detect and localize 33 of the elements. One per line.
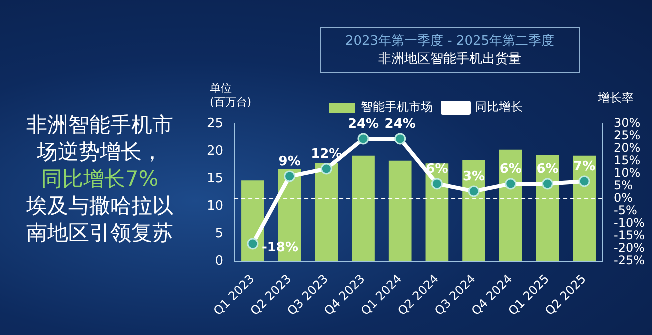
y-tick-label: 20 [206,144,224,159]
data-label: 6% [536,162,559,177]
y2-tick-label: 10% [614,166,641,180]
y2-tick-label: 0% [614,191,634,206]
data-label: 9% [278,154,301,170]
y2-tick-label: -5% [614,204,638,218]
data-label: 24% [348,116,380,132]
y2-tick-label: 25% [614,128,641,143]
y-tick-label: 15 [206,171,224,186]
y2-axis-title: 增长率 [598,90,634,107]
y-axis-title: 单位 (百万台) [210,82,252,110]
y-tick-label: 10 [206,198,224,214]
y2-tick-label: -10% [614,216,646,230]
y2-tick-label: -15% [614,228,646,243]
legend-label: 智能手机市场 [361,100,433,114]
y2-tick-label: 15% [614,154,641,168]
chart-title: 2023年第一季度 - 2025年第二季度 [344,33,556,50]
y2-tick-label: -25% [614,254,646,268]
data-label: 7% [574,159,596,174]
y-tick-label: 5 [215,226,224,242]
data-label: 12% [311,146,342,162]
y2-tick-label: 5% [614,178,634,193]
chart-subtitle: 非洲地区智能手机出货量 [378,51,522,68]
data-label: 3% [463,169,486,184]
y2-tick-label: -20% [614,241,646,256]
headline-text: 非洲智能手机市场逆势增长， 同比增长7% 埃及与撒哈拉以南地区引领复苏 [26,112,174,247]
legend-label: 同比增长 [475,100,523,114]
y2-tick-label: 20% [614,141,641,156]
y2-tick-label: 30% [614,116,641,130]
data-label: 6% [500,162,522,177]
y-tick-label: 0 [215,254,224,269]
y-tick-label: 25 [206,116,224,132]
data-label: 24% [384,116,416,132]
